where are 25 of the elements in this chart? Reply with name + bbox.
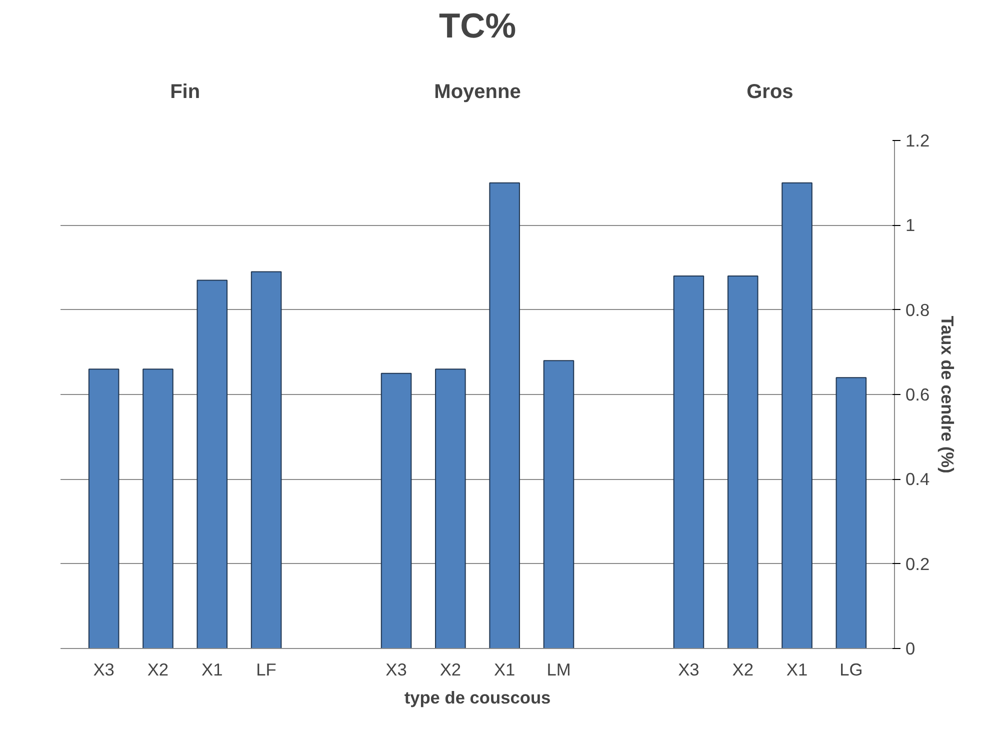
x-tick-label: X3	[93, 660, 114, 680]
x-tick-label: X1	[786, 660, 808, 680]
x-tick-label: LF	[256, 660, 276, 680]
y-axis-title: Taux de cendre (%)	[938, 316, 958, 474]
x-tick-label: X1	[202, 660, 223, 680]
x-tick-label: X3	[386, 660, 407, 680]
x-tick-label: LG	[840, 660, 863, 680]
y-tick-label: 1.2	[906, 130, 930, 150]
x-tick-label: LM	[546, 660, 571, 680]
x-tick-label: X2	[732, 660, 754, 680]
text: Fin	[170, 81, 200, 103]
x-tick-label: X2	[440, 660, 462, 680]
y-tick-label: 0.2	[906, 554, 930, 574]
y-tick-label: 1	[906, 215, 916, 236]
text: Gros	[746, 81, 794, 103]
x-axis-title: type de couscous	[404, 688, 551, 708]
chart-title: TC%	[438, 8, 516, 46]
x-tick-label: X3	[678, 660, 700, 680]
text: Moyenne	[434, 81, 521, 103]
y-tick-label: 0.8	[906, 300, 930, 320]
y-tick-label: 0	[906, 638, 916, 658]
y-tick-label: 0.6	[906, 384, 930, 404]
x-tick-label: X1	[494, 660, 516, 680]
y-tick-label: 0.4	[906, 469, 930, 490]
x-tick-label: X2	[147, 660, 169, 680]
